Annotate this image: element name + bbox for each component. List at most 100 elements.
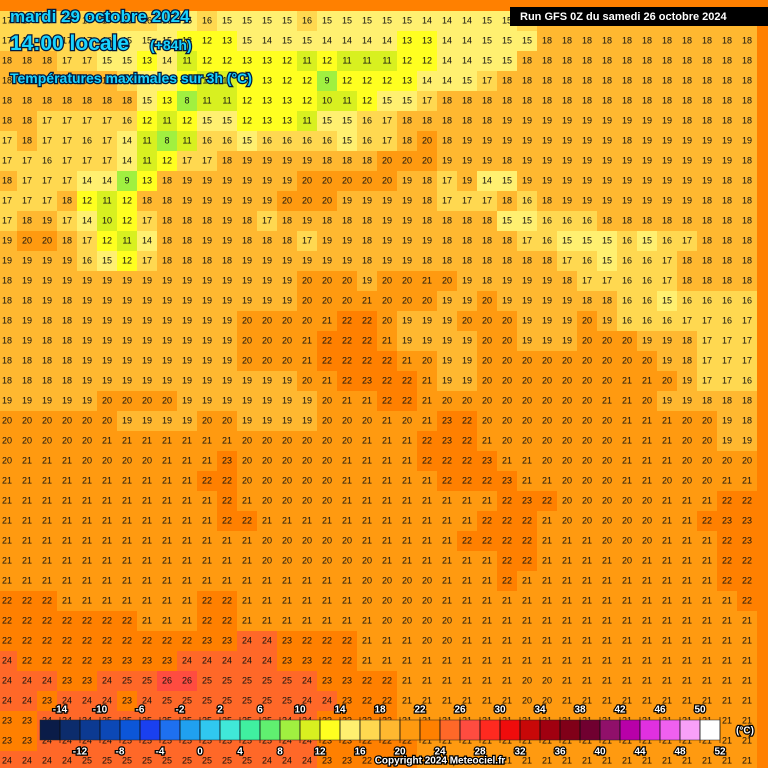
temperature-value: 20 <box>642 515 652 525</box>
temperature-value: 19 <box>282 375 292 385</box>
temperature-cell <box>17 371 37 391</box>
temperature-cell <box>397 31 417 51</box>
temperature-value: 24 <box>262 655 272 665</box>
temperature-cell <box>597 211 617 231</box>
temperature-cell <box>297 371 317 391</box>
temperature-value: 16 <box>622 315 632 325</box>
temperature-value: 19 <box>462 155 472 165</box>
temperature-cell <box>437 11 457 31</box>
temperature-value: 20 <box>562 375 572 385</box>
temperature-cell <box>597 131 617 151</box>
temperature-value: 12 <box>122 195 132 205</box>
temperature-value: 17 <box>742 335 752 345</box>
temperature-value: 18 <box>22 295 32 305</box>
temperature-value: 23 <box>202 635 212 645</box>
temperature-value: 21 <box>362 475 372 485</box>
temperature-value: 16 <box>702 295 712 305</box>
temperature-value: 20 <box>542 415 552 425</box>
temperature-value: 18 <box>22 135 32 145</box>
temperature-value: 17 <box>742 315 752 325</box>
temperature-value: 18 <box>362 215 372 225</box>
temperature-value: 14 <box>102 175 112 185</box>
temperature-value: 23 <box>442 435 452 445</box>
temperature-value: 19 <box>382 195 392 205</box>
temperature-value: 21 <box>242 595 252 605</box>
temperature-cell <box>417 151 437 171</box>
temperature-cell <box>297 451 317 471</box>
temperature-cell <box>477 411 497 431</box>
temperature-cell <box>397 171 417 191</box>
temperature-value: 19 <box>682 175 692 185</box>
temperature-cell <box>237 451 257 471</box>
temperature-value: 21 <box>182 515 192 525</box>
temperature-cell <box>377 11 397 31</box>
temperature-cell <box>697 91 717 111</box>
temperature-cell <box>337 211 357 231</box>
temperature-cell <box>157 111 177 131</box>
temperature-cell <box>677 51 697 71</box>
temperature-cell <box>37 31 57 51</box>
temperature-cell <box>77 51 97 71</box>
temperature-cell <box>57 231 77 251</box>
temperature-value: 21 <box>702 655 712 665</box>
temperature-value: 21 <box>182 455 192 465</box>
temperature-value: 15 <box>242 135 252 145</box>
temperature-value: 20 <box>502 415 512 425</box>
temperature-value: 21 <box>42 455 52 465</box>
temperature-value: 19 <box>622 175 632 185</box>
temperature-value: 21 <box>662 575 672 585</box>
temperature-value: 14 <box>322 35 332 45</box>
temperature-cell <box>97 131 117 151</box>
temperature-cell <box>237 231 257 251</box>
temperature-value: 20 <box>582 415 592 425</box>
temperature-cell <box>537 71 557 91</box>
temperature-value: 21 <box>542 555 552 565</box>
temperature-value: 23 <box>122 655 132 665</box>
temperature-cell <box>477 31 497 51</box>
temperature-cell <box>297 271 317 291</box>
temperature-cell <box>0 271 17 291</box>
temperature-value: 19 <box>602 135 612 145</box>
temperature-value: 18 <box>42 335 52 345</box>
temperature-cell <box>237 11 257 31</box>
temperature-cell <box>37 211 57 231</box>
temperature-cell <box>57 351 77 371</box>
temperature-value: 21 <box>542 515 552 525</box>
temperature-value: 21 <box>282 515 292 525</box>
temperature-cell <box>377 471 397 491</box>
temperature-value: 22 <box>742 595 752 605</box>
temperature-value: 22 <box>722 555 732 565</box>
legend-tick-label: 44 <box>634 747 646 758</box>
temperature-value: 19 <box>522 295 532 305</box>
temperature-value: 21 <box>642 695 652 705</box>
temperature-value: 19 <box>562 295 572 305</box>
temperature-value: 20 <box>422 615 432 625</box>
temperature-value: 18 <box>242 235 252 245</box>
temperature-cell <box>117 151 137 171</box>
temperature-cell <box>437 31 457 51</box>
temperature-value: 22 <box>322 355 332 365</box>
temperature-cell <box>597 351 617 371</box>
legend-swatch <box>659 719 681 741</box>
temperature-value: 20 <box>322 415 332 425</box>
temperature-cell <box>177 391 197 411</box>
temperature-value: 13 <box>262 75 272 85</box>
temperature-cell <box>497 211 517 231</box>
temperature-value: 21 <box>622 675 632 685</box>
temperature-cell <box>537 351 557 371</box>
temperature-value: 19 <box>262 175 272 185</box>
temperature-value: 23 <box>502 475 512 485</box>
temperature-value: 10 <box>322 95 332 105</box>
temperature-value: 19 <box>382 255 392 265</box>
temperature-cell <box>717 391 737 411</box>
temperature-value: 21 <box>202 495 212 505</box>
temperature-value: 20 <box>342 175 352 185</box>
temperature-value: 21 <box>642 435 652 445</box>
temperature-cell <box>77 291 97 311</box>
temperature-value: 21 <box>482 435 492 445</box>
temperature-cell <box>457 471 477 491</box>
temperature-cell <box>197 411 217 431</box>
temperature-cell <box>397 351 417 371</box>
temperature-value: 18 <box>62 355 72 365</box>
temperature-value: 18 <box>102 95 112 105</box>
